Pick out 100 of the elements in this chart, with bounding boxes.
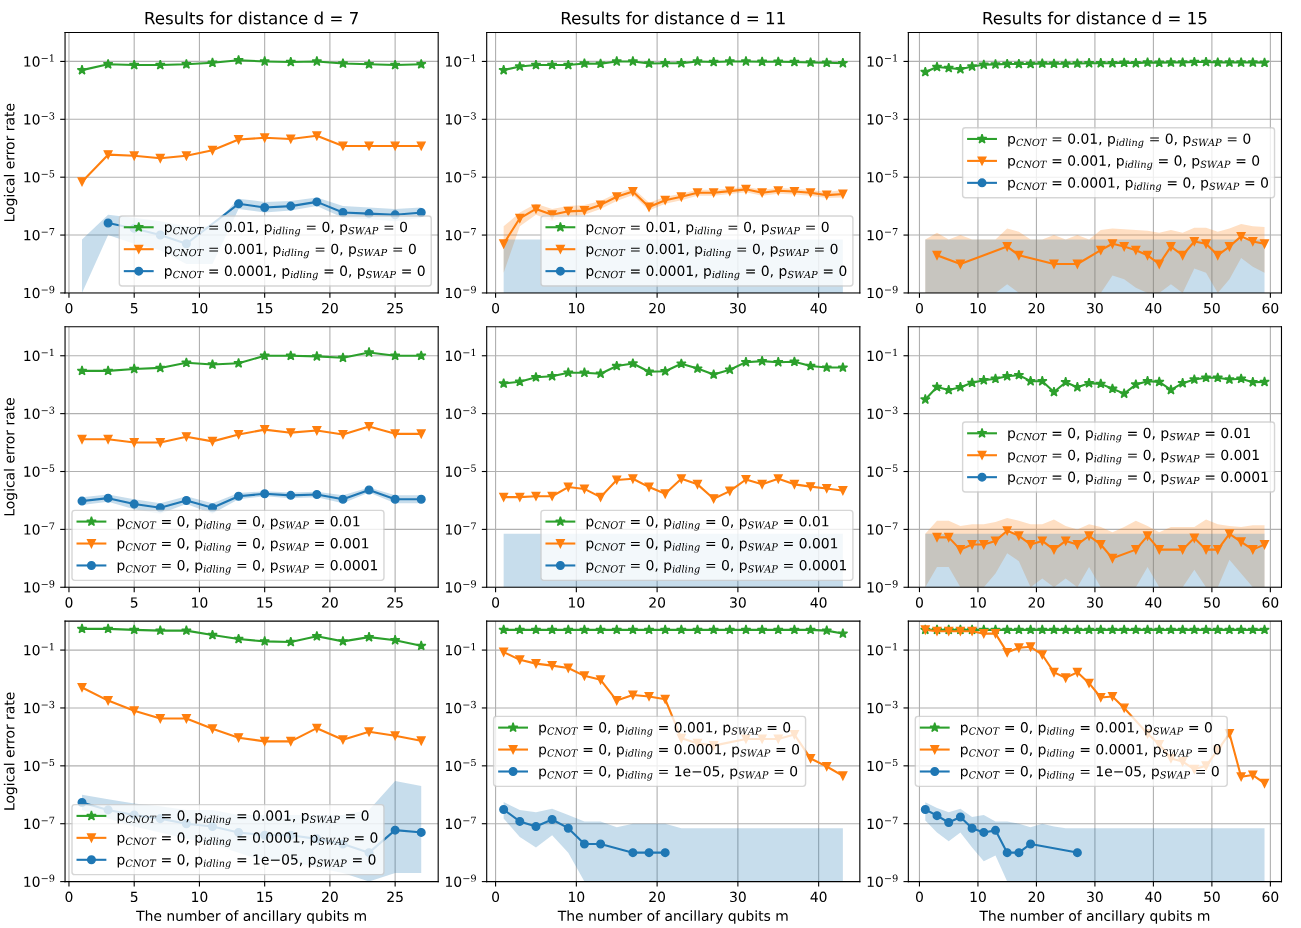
- legend-label: p$_{CNOT}$ = 0, p$_{idling}$ = 1e−05, p$_{SWAP}$ = 0: [961, 765, 1219, 781]
- x-tick-label: 40: [1145, 302, 1162, 314]
- legend-label: p$_{CNOT}$ = 0, p$_{idling}$ = 0, p$_{SWAP}$ = 0.0001: [586, 559, 846, 575]
- x-tick-label: 30: [730, 597, 746, 608]
- y-tick-label: 10$^{−5}$: [867, 464, 898, 477]
- y-tick-label: 10$^{−5}$: [24, 758, 55, 772]
- y-tick-label: 10$^{−3}$: [24, 700, 55, 714]
- x-tick-label: 0: [65, 891, 73, 903]
- y-tick-label: 10$^{−3}$: [867, 700, 898, 714]
- legend-label: p$_{CNOT}$ = 0, p$_{idling}$ = 0, p$_{SWAP}$ = 0.01: [586, 516, 829, 531]
- y-tick-label: 10$^{−5}$: [24, 170, 55, 183]
- x-tick-label: 20: [649, 302, 666, 314]
- legend-label: p$_{CNOT}$ = 0, p$_{idling}$ = 0.0001, p$_{SWAP}$ = 0: [961, 744, 1221, 759]
- x-tick-label: 20: [649, 891, 666, 903]
- legend-label: p$_{CNOT}$ = 0.001, p$_{idling}$ = 0, p$_{SWAP}$ = 0: [165, 243, 416, 259]
- x-tick-label: 20: [649, 597, 666, 608]
- y-tick-label: 10$^{−5}$: [446, 464, 476, 477]
- y-tick-label: 10$^{−7}$: [867, 228, 898, 241]
- y-tick-label: 10$^{−3}$: [446, 112, 476, 125]
- x-tick-label: 5: [130, 891, 138, 903]
- y-tick-label: 10$^{−1}$: [867, 348, 897, 362]
- x-tick-label: 0: [492, 302, 500, 314]
- y-tick-label: 10$^{−7}$: [24, 816, 55, 830]
- x-tick-label: 40: [810, 891, 827, 903]
- legend-label: p$_{CNOT}$ = 0.0001, p$_{idling}$ = 0, p$_{SWAP}$ = 0: [165, 265, 425, 281]
- x-tick-label: 40: [810, 302, 827, 314]
- legend-label: p$_{CNOT}$ = 0, p$_{idling}$ = 0, p$_{SWAP}$ = 0.01: [117, 516, 360, 531]
- chart-title: Results for distance d = 7: [145, 11, 358, 25]
- x-tick-label: 0: [65, 302, 73, 314]
- y-tick-label: 10$^{−3}$: [24, 406, 55, 419]
- legend-label: p$_{CNOT}$ = 0, p$_{idling}$ = 0, p$_{SWAP}$ = 0.001: [117, 537, 369, 553]
- y-tick-label: 10$^{−5}$: [867, 758, 898, 772]
- legend-label: p$_{CNOT}$ = 0, p$_{idling}$ = 0, p$_{SWAP}$ = 0.001: [586, 537, 838, 553]
- y-tick-label: 10$^{−9}$: [446, 580, 476, 593]
- x-tick-label: 40: [1145, 597, 1162, 608]
- x-tick-label: 30: [1087, 597, 1103, 608]
- y-tick-label: 10$^{−9}$: [867, 874, 898, 887]
- y-tick-label: 10$^{−1}$: [446, 642, 476, 656]
- x-tick-label: 0: [915, 597, 923, 608]
- y-tick-label: 10$^{−1}$: [24, 642, 54, 656]
- y-tick-label: 10$^{−7}$: [24, 522, 55, 535]
- x-tick-label: 0: [915, 302, 923, 314]
- x-tick-label: 10: [970, 302, 986, 314]
- x-tick-label: 5: [130, 303, 138, 314]
- x-tick-label: 10: [569, 302, 585, 314]
- y-tick-label: 10$^{−3}$: [446, 700, 476, 714]
- x-tick-label: 25: [387, 302, 403, 314]
- y-tick-label: 10$^{−1}$: [24, 54, 54, 67]
- x-tick-label: 10: [192, 891, 208, 903]
- legend-label: p$_{CNOT}$ = 0, p$_{idling}$ = 0.0001, p$_{SWAP}$ = 0: [539, 744, 800, 759]
- x-tick-label: 10: [192, 597, 208, 608]
- y-tick-label: 10$^{−7}$: [867, 522, 898, 535]
- x-tick-label: 30: [730, 891, 746, 903]
- legend-label: p$_{CNOT}$ = 0, p$_{idling}$ = 1e−05, p$_{SWAP}$ = 0: [117, 854, 376, 869]
- y-tick-label: 10$^{−7}$: [24, 228, 55, 241]
- legend-label: p$_{CNOT}$ = 0.01, p$_{idling}$ = 0, p$_{SWAP}$ = 0: [1008, 133, 1251, 149]
- legend-label: p$_{CNOT}$ = 0, p$_{idling}$ = 0, p$_{SWAP}$ = 0.001: [1008, 449, 1259, 465]
- y-tick-label: 10$^{−9}$: [24, 580, 55, 593]
- legend-label: p$_{CNOT}$ = 0, p$_{idling}$ = 0.0001, p$_{SWAP}$ = 0: [117, 832, 378, 847]
- x-tick-label: 60: [1262, 891, 1279, 903]
- chart-title: Results for distance d = 11: [561, 11, 785, 25]
- x-tick-label: 20: [1028, 302, 1045, 314]
- x-tick-label: 25: [387, 597, 403, 608]
- x-tick-label: 10: [970, 891, 986, 903]
- x-tick-label: 10: [569, 597, 585, 608]
- legend-label: p$_{CNOT}$ = 0.01, p$_{idling}$ = 0, p$_{SWAP}$ = 0: [165, 221, 408, 237]
- chart-title: Results for distance d = 15: [983, 11, 1207, 25]
- y-tick-label: 10$^{−9}$: [24, 285, 55, 299]
- y-tick-label: 10$^{−7}$: [446, 816, 476, 830]
- y-tick-label: 10$^{−7}$: [446, 228, 476, 241]
- y-tick-label: 10$^{−9}$: [446, 285, 476, 299]
- x-tick-label: 20: [1028, 891, 1045, 903]
- legend-label: p$_{CNOT}$ = 0, p$_{idling}$ = 0, p$_{SWAP}$ = 0.01: [1008, 427, 1250, 443]
- y-tick-label: 10$^{−1}$: [867, 642, 897, 656]
- y-axis-title: Logical error rate: [3, 103, 18, 222]
- x-tick-label: 10: [569, 891, 585, 903]
- legend-label: p$_{CNOT}$ = 0, p$_{idling}$ = 1e−05, p$_{SWAP}$ = 0: [539, 765, 798, 781]
- x-tick-label: 30: [1087, 891, 1103, 903]
- legend-label: p$_{CNOT}$ = 0, p$_{idling}$ = 0.001, p$_{SWAP}$ = 0: [539, 722, 791, 737]
- y-tick-label: 10$^{−7}$: [446, 522, 476, 535]
- legend-label: p$_{CNOT}$ = 0.01, p$_{idling}$ = 0, p$_{SWAP}$ = 0: [586, 221, 829, 237]
- x-tick-label: 40: [1145, 891, 1162, 903]
- x-tick-label: 20: [322, 302, 338, 314]
- y-tick-label: 10$^{−9}$: [446, 874, 476, 887]
- x-tick-label: 20: [322, 891, 338, 903]
- legend-label: p$_{CNOT}$ = 0.001, p$_{idling}$ = 0, p$_{SWAP}$ = 0: [586, 243, 838, 259]
- x-tick-label: 0: [915, 891, 923, 903]
- y-axis-title: Logical error rate: [3, 692, 18, 810]
- x-tick-label: 25: [387, 891, 403, 903]
- x-tick-label: 60: [1262, 302, 1279, 314]
- legend-label: p$_{CNOT}$ = 0, p$_{idling}$ = 0.001, p$_{SWAP}$ = 0: [961, 722, 1212, 737]
- x-tick-label: 50: [1204, 597, 1220, 608]
- y-tick-label: 10$^{−9}$: [867, 285, 898, 299]
- x-axis-title: The number of ancillary qubits m: [979, 910, 1210, 924]
- y-tick-label: 10$^{−5}$: [24, 464, 55, 477]
- y-tick-label: 10$^{−3}$: [446, 406, 476, 419]
- legend-label: p$_{CNOT}$ = 0, p$_{idling}$ = 0.001, p$_{SWAP}$ = 0: [117, 810, 369, 825]
- legend-label: p$_{CNOT}$ = 0.0001, p$_{idling}$ = 0, p$_{SWAP}$ = 0: [586, 265, 847, 281]
- x-axis-title: The number of ancillary qubits m: [557, 910, 788, 924]
- y-tick-label: 10$^{−7}$: [867, 816, 898, 830]
